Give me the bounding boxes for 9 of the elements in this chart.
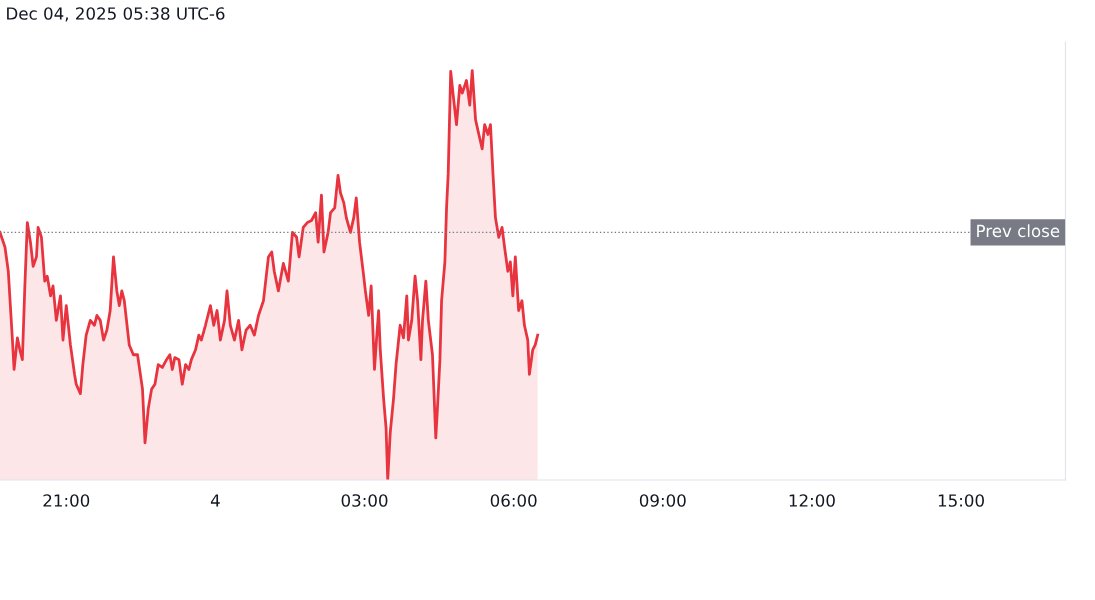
- x-tick-label: 03:00: [341, 494, 388, 507]
- text: Dec 04, 2025 05:38 UTC-6: [7, 7, 225, 22]
- x-tick-label: 15:00: [938, 494, 984, 507]
- x-tick-label: 06:00: [490, 494, 537, 507]
- x-tick-label: 12:00: [789, 494, 835, 507]
- ref-line-label: Prev close: [977, 224, 1060, 238]
- x-tick-label: 4: [210, 494, 220, 507]
- x-tick-label: 21:00: [43, 494, 90, 507]
- x-tick-label: 09:00: [639, 494, 686, 507]
